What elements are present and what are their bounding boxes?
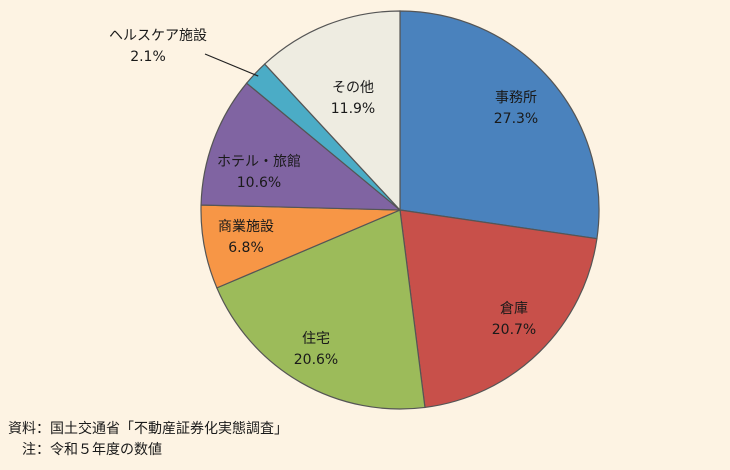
slice-value-label: 27.3% xyxy=(494,111,538,127)
slice-label: その他 xyxy=(332,80,374,96)
pie-slice xyxy=(200,82,402,211)
slice-value-label: 6.8% xyxy=(228,240,264,256)
pie-slices xyxy=(200,10,600,410)
slice-label: ホテル・旅館 xyxy=(217,153,301,170)
slice-value-label: 20.6% xyxy=(294,352,338,368)
slice-value-label: 2.1% xyxy=(130,49,166,65)
pie-slice xyxy=(399,209,598,409)
pie-slice xyxy=(216,209,426,410)
pie-slice xyxy=(263,10,401,212)
pie-labels: 事務所 27.3% 倉庫 20.7% 住宅 20.6% 商業施設 6.8% ホテル・旅館 10.6… xyxy=(109,28,538,368)
slice-label: ヘルスケア施設 xyxy=(109,28,207,44)
slice-label: 住宅 xyxy=(302,331,330,347)
footnote: 注：令和５年度の数値 xyxy=(8,442,162,458)
leader-line xyxy=(204,53,259,77)
chart-notes: 資料：国土交通省「不動産証券化実態調査」 注：令和５年度の数値 xyxy=(8,419,288,461)
slice-label: 倉庫 xyxy=(500,300,528,317)
source-note: 資料：国土交通省「不動産証券化実態調査」 xyxy=(8,421,288,437)
slice-value-label: 10.6% xyxy=(237,175,281,191)
slice-value-label: 20.7% xyxy=(492,322,536,338)
pie-slice xyxy=(399,10,600,240)
slice-label: 事務所 xyxy=(495,90,537,106)
slice-label: 商業施設 xyxy=(218,219,274,235)
slice-value-label: 11.9% xyxy=(331,101,375,117)
